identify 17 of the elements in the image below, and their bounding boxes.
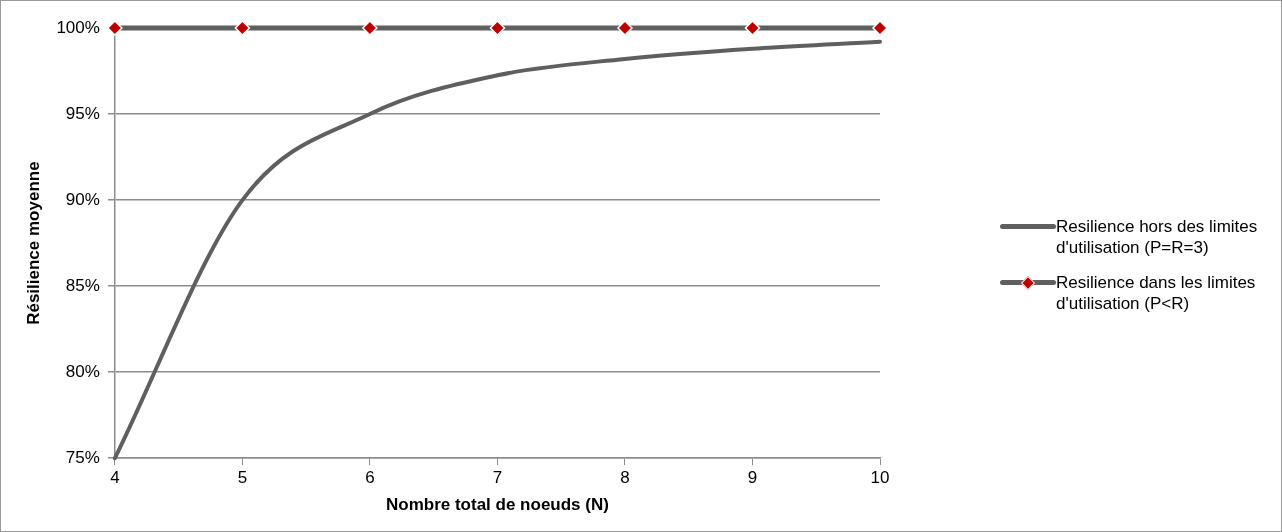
y-tick-label: 75% (65, 447, 100, 467)
y-axis-title: Résilience moyenne (23, 161, 43, 325)
y-tick-label: 100% (56, 17, 100, 37)
y-tick-label: 90% (65, 189, 100, 209)
y-tick-label: 95% (65, 103, 100, 123)
x-tick-label: 8 (620, 468, 630, 488)
legend-label: Resilience hors des limites d'utilisation (P=R=3) (1056, 216, 1259, 258)
x-tick-label: 5 (237, 468, 248, 488)
x-tick-label: 9 (747, 468, 758, 488)
legend-label: Resilience dans les limites d'utilisation (P<R) (1056, 272, 1257, 314)
y-tick-label: 80% (65, 361, 100, 381)
y-tick-label: 85% (65, 275, 100, 295)
x-tick-label: 7 (492, 468, 503, 488)
x-tick-label: 10 (870, 468, 890, 488)
x-tick-label: 6 (365, 468, 375, 488)
x-axis-title: Nombre total de noeuds (N) (385, 495, 609, 515)
x-tick-label: 4 (110, 468, 120, 488)
